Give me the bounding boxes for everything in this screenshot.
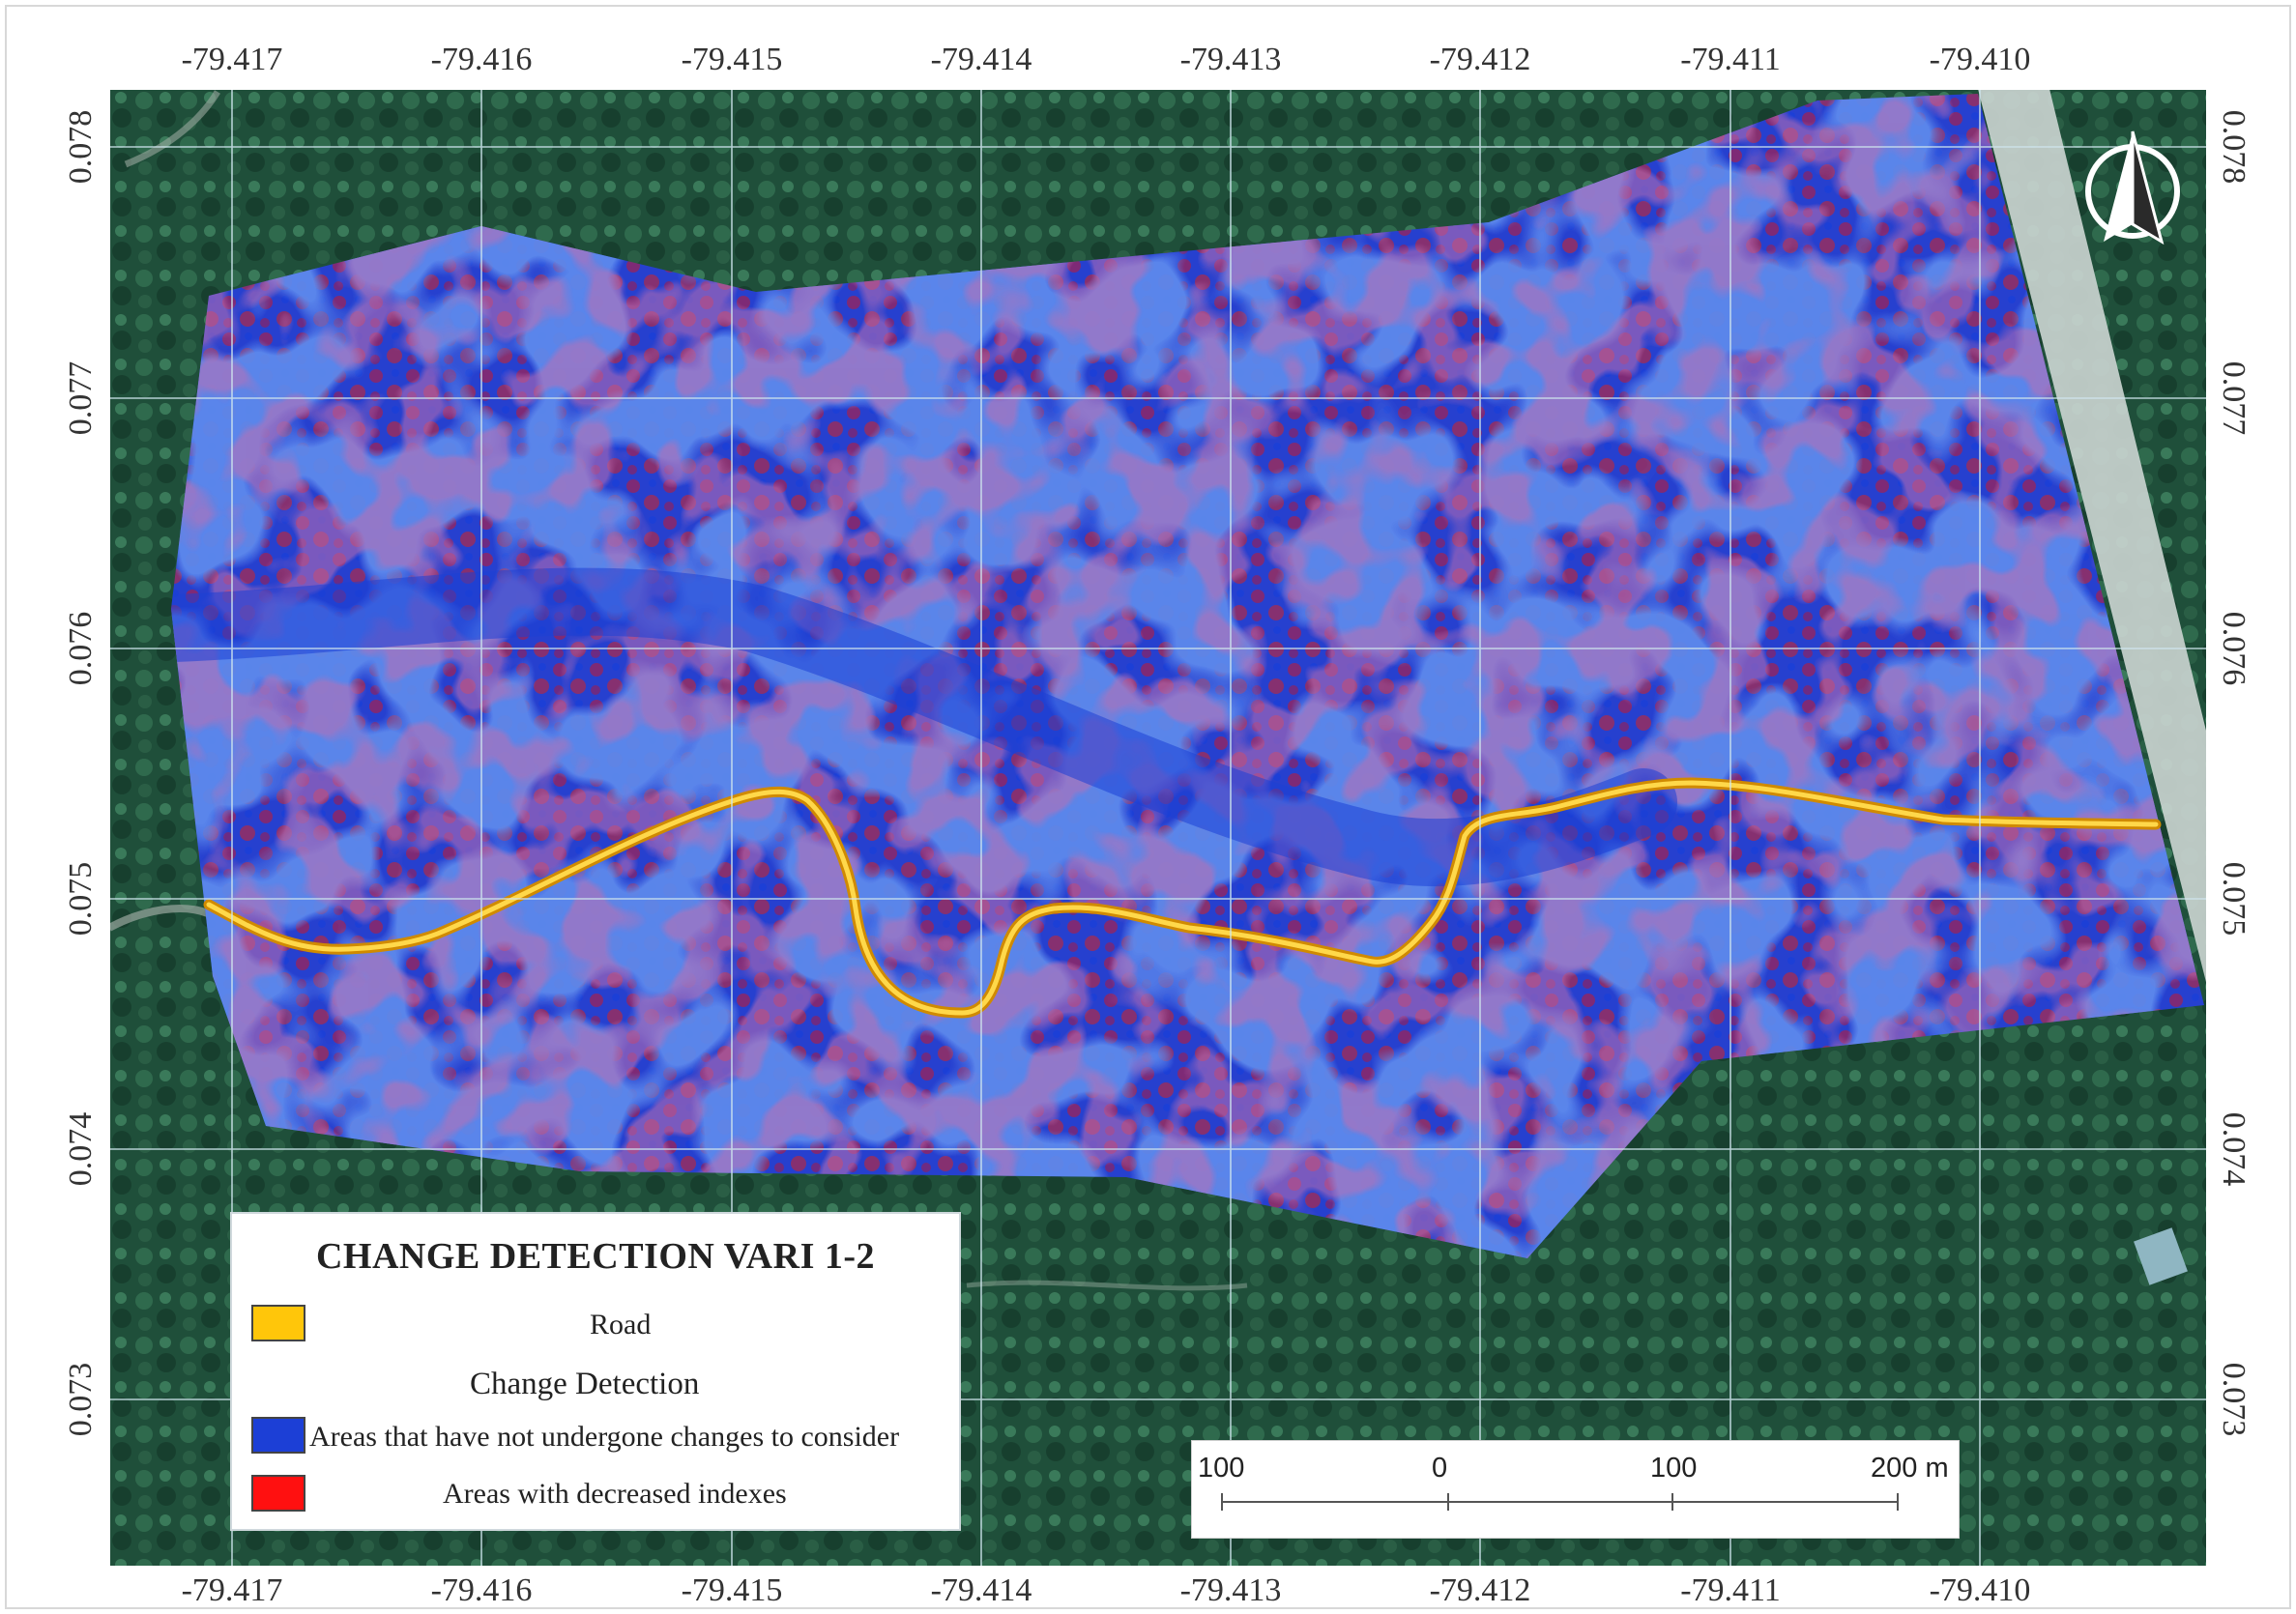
road-swatch xyxy=(251,1305,305,1341)
decreased-label: Areas with decreased indexes xyxy=(443,1478,787,1510)
bottom-x-tick-label: -79.411 xyxy=(1680,1572,1781,1608)
gravel-road-strip xyxy=(1978,89,2207,986)
top-x-tick-label: -79.415 xyxy=(682,42,783,77)
left-y-tick-label: 0.073 xyxy=(63,1363,99,1437)
left-y-tick-label: 0.078 xyxy=(63,110,99,185)
top-x-tick-label: -79.413 xyxy=(1180,42,1282,77)
bottom-x-tick-label: -79.413 xyxy=(1180,1572,1282,1608)
top-x-tick-label: -79.412 xyxy=(1430,42,1531,77)
map-legend: CHANGE DETECTION VARI 1-2 Road Change De… xyxy=(230,1212,961,1531)
decreased-swatch xyxy=(251,1475,305,1512)
scale-label-100: 100 xyxy=(1650,1453,1698,1484)
graticule xyxy=(109,89,2207,1567)
right-y-tick-label: 0.073 xyxy=(2216,1363,2252,1437)
top-x-tick-label: -79.417 xyxy=(182,42,283,77)
top-longitude-labels: -79.417 -79.416 -79.415 -79.414 -79.413 -79.4… xyxy=(182,42,2031,77)
right-y-tick-label: 0.076 xyxy=(2216,612,2252,686)
top-x-tick-label: -79.411 xyxy=(1680,42,1781,77)
top-x-tick-label: -79.414 xyxy=(931,42,1032,77)
right-latitude-labels: 0.078 0.077 0.076 0.075 0.074 0.073 xyxy=(2216,110,2252,1437)
bottom-x-tick-label: -79.415 xyxy=(682,1572,783,1608)
bottom-x-tick-label: -79.416 xyxy=(431,1572,533,1608)
bottom-longitude-labels: -79.417 -79.416 -79.415 -79.414 -79.413 -79.4… xyxy=(182,1572,2031,1608)
bottom-x-tick-label: -79.414 xyxy=(931,1572,1032,1608)
legend-title: CHANGE DETECTION VARI 1-2 xyxy=(315,1236,876,1277)
right-y-tick-label: 0.074 xyxy=(2216,1112,2252,1187)
nochange-label: Areas that have not undergone changes to… xyxy=(309,1421,900,1453)
scale-label-left: 100 xyxy=(1198,1453,1245,1484)
road-label: Road xyxy=(590,1309,652,1340)
left-y-tick-label: 0.074 xyxy=(63,1112,99,1187)
right-y-tick-label: 0.075 xyxy=(2216,862,2252,937)
building xyxy=(2134,1227,2188,1285)
north-arrow-icon xyxy=(2085,130,2180,245)
scale-bar: 100 0 100 200 m xyxy=(1191,1440,1960,1539)
left-y-tick-label: 0.075 xyxy=(63,862,99,937)
change-detection-heading: Change Detection xyxy=(470,1367,700,1401)
left-y-tick-label: 0.076 xyxy=(63,612,99,686)
top-x-tick-label: -79.416 xyxy=(431,42,533,77)
bottom-x-tick-label: -79.412 xyxy=(1430,1572,1531,1608)
nochange-swatch xyxy=(251,1417,305,1454)
right-y-tick-label: 0.078 xyxy=(2216,110,2252,185)
scale-bar-line xyxy=(1221,1493,1899,1511)
left-y-tick-label: 0.077 xyxy=(63,361,99,436)
bottom-x-tick-label: -79.410 xyxy=(1930,1572,2031,1608)
right-y-tick-label: 0.077 xyxy=(2216,361,2252,436)
scale-label-200: 200 m xyxy=(1871,1453,1949,1484)
top-x-tick-label: -79.410 xyxy=(1930,42,2031,77)
scale-label-zero: 0 xyxy=(1432,1453,1448,1484)
left-latitude-labels: 0.078 0.077 0.076 0.075 0.074 0.073 xyxy=(63,110,99,1437)
bottom-x-tick-label: -79.417 xyxy=(182,1572,283,1608)
